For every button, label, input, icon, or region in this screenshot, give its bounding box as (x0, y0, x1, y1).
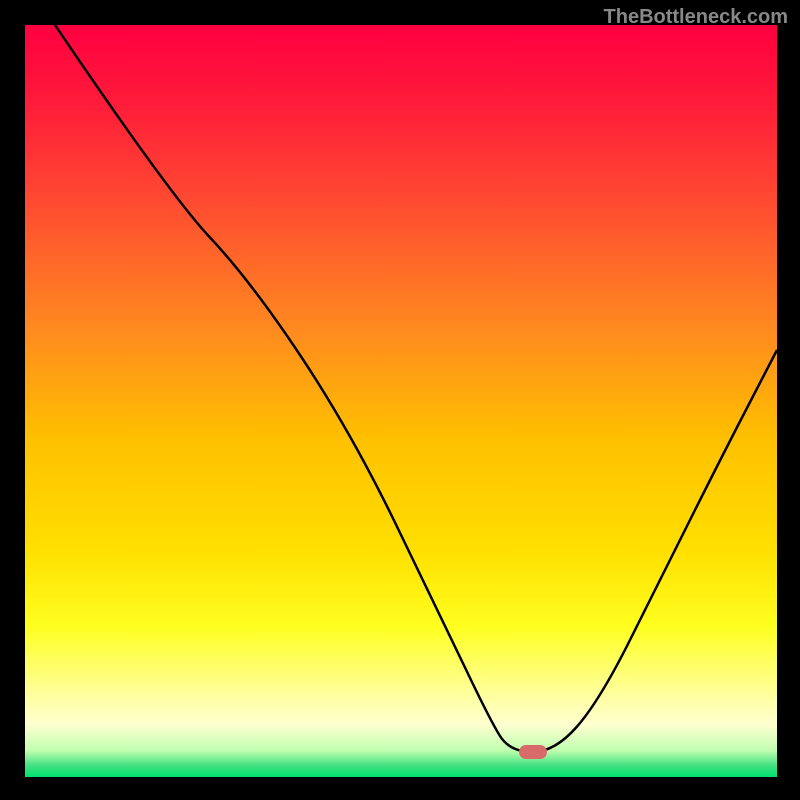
plot-area (25, 25, 777, 777)
chart-container: TheBottleneck.com (0, 0, 800, 800)
gradient-background (25, 25, 777, 777)
optimal-marker (519, 745, 547, 759)
watermark-text: TheBottleneck.com (604, 6, 788, 29)
